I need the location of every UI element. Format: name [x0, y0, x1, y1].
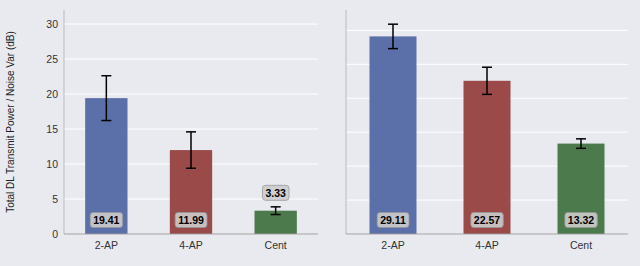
tick-label: 25	[46, 53, 58, 65]
error-bar	[186, 132, 196, 168]
bar	[558, 144, 605, 234]
grid-line	[346, 234, 628, 235]
error-line	[106, 76, 108, 121]
error-line	[190, 132, 192, 168]
error-line	[580, 139, 582, 149]
tick-label: 4-AP	[475, 239, 498, 251]
error-bar	[271, 207, 281, 215]
error-cap	[101, 120, 111, 122]
error-bar	[388, 24, 398, 48]
tick-label: 15	[46, 123, 58, 135]
tick-label: Cent	[265, 239, 287, 251]
y-axis-line	[346, 10, 347, 234]
tick-label: 10	[46, 158, 58, 170]
grid-line	[64, 59, 318, 60]
y-axis-line	[64, 10, 65, 234]
label-box	[377, 213, 409, 228]
error-line	[275, 207, 277, 215]
tick-label: Cent	[570, 239, 592, 251]
error-cap	[482, 66, 492, 68]
error-cap	[576, 138, 586, 140]
label-box	[175, 213, 207, 228]
error-bar	[576, 139, 586, 149]
error-cap	[388, 23, 398, 25]
data-label-text: 29.11	[380, 214, 406, 226]
data-label-text: 22.57	[474, 214, 500, 226]
tick-label: 2-AP	[381, 239, 404, 251]
error-bar	[482, 67, 492, 94]
error-cap	[186, 131, 196, 133]
error-cap	[388, 48, 398, 50]
label-box	[471, 213, 503, 228]
marks	[370, 24, 605, 234]
label-box	[565, 213, 597, 228]
x-axis-line	[346, 234, 628, 235]
tick-label: 30	[46, 18, 58, 30]
data-label-text: 3.33	[265, 187, 286, 199]
bar	[464, 81, 511, 234]
label-box	[90, 213, 122, 228]
panel: 2-AP 4-AP Cent 29.11 22.57 13.32	[346, 10, 628, 251]
error-cap	[271, 206, 281, 208]
error-bar	[101, 76, 111, 121]
data-label: 11.99	[175, 213, 207, 228]
data-label: 3.33	[262, 185, 289, 200]
bar	[255, 211, 297, 234]
tick-label: 20	[46, 88, 58, 100]
panel: 0 5 10 15 20 25 30 Total DL Transmit Power / No…	[5, 10, 318, 251]
error-cap	[186, 168, 196, 170]
data-label-text: 13.32	[568, 214, 594, 226]
x-axis-line	[64, 234, 318, 235]
error-cap	[482, 94, 492, 96]
error-line	[486, 67, 488, 94]
figure: 0 5 10 15 20 25 30 Total DL Transmit Power / No…	[0, 0, 640, 266]
grid-line	[64, 94, 318, 95]
marks	[85, 76, 297, 234]
grid-line	[64, 234, 318, 235]
grid-line	[64, 24, 318, 25]
error-cap	[271, 214, 281, 216]
error-line	[392, 24, 394, 48]
data-label: 29.11	[377, 213, 409, 228]
data-label-text: 19.41	[93, 214, 119, 226]
error-cap	[101, 75, 111, 77]
label-box	[262, 185, 289, 200]
tick-label: 4-AP	[179, 239, 202, 251]
tick-label: 5	[52, 193, 58, 205]
data-label-text: 11.99	[178, 214, 204, 226]
tick-label: 0	[52, 228, 58, 240]
tick-label: 2-AP	[95, 239, 118, 251]
data-label: 13.32	[565, 213, 597, 228]
data-label: 19.41	[90, 213, 122, 228]
error-cap	[576, 148, 586, 150]
bar	[370, 36, 417, 234]
y-axis-label: Total DL Transmit Power / Noise Var (dB)	[5, 31, 16, 213]
grid-line	[346, 30, 628, 31]
data-label: 22.57	[471, 213, 503, 228]
